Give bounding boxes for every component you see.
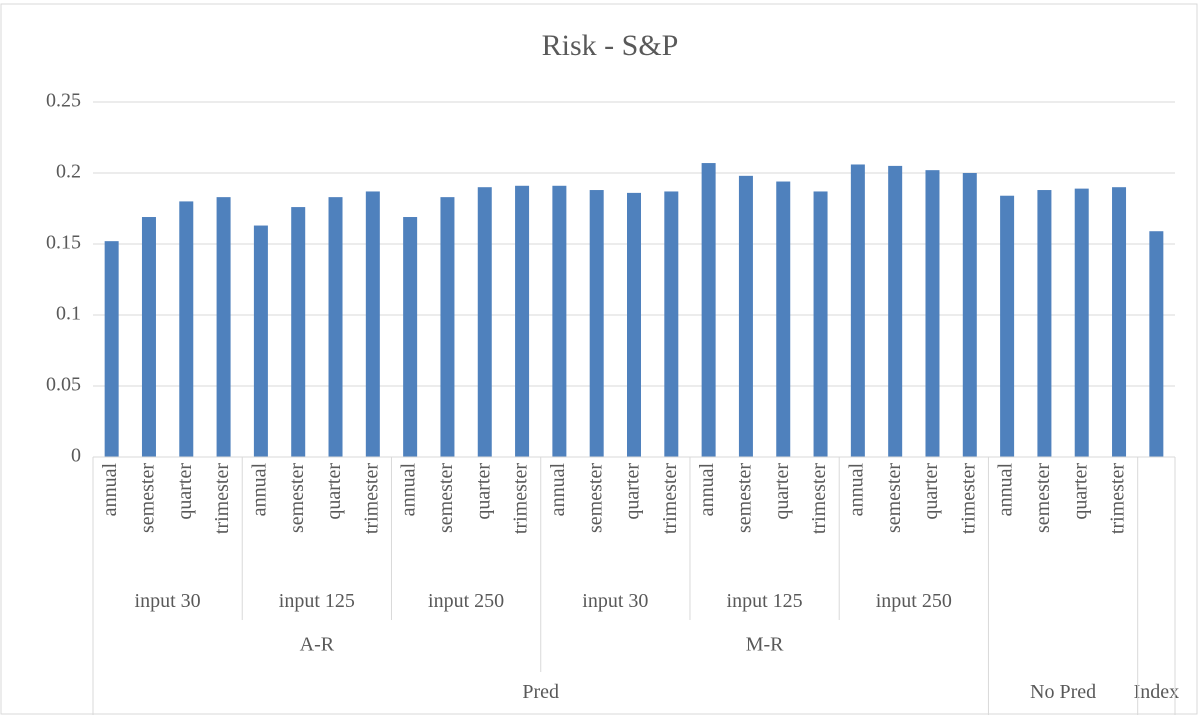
x-tick-label: annual [696,463,718,517]
bar [962,173,977,457]
x-tick-label: semester [286,463,308,533]
y-tick-label: 0.05 [46,374,81,396]
x-tick-label: trimester [360,463,382,534]
x-tick-label: quarter [771,463,793,520]
x-tick-label: trimester [957,463,979,534]
bar [589,190,604,458]
x-tick-label: quarter [1069,463,1091,520]
bar [365,191,380,457]
y-tick-label: 0.2 [56,161,81,183]
group-label: input 250 [428,590,504,612]
x-tick-label: annual [398,463,420,517]
group-label: Index [1134,681,1180,703]
x-tick-label: quarter [472,463,494,520]
x-tick-label: trimester [211,463,233,534]
x-tick-label: semester [734,463,756,533]
bar [1112,187,1127,457]
chart-border [0,3,1198,715]
bar [1037,190,1052,458]
x-tick-label: quarter [174,463,196,520]
bar [738,175,753,457]
bar [813,191,828,457]
x-tick-label: semester [435,463,457,533]
x-tick-label: semester [883,463,905,533]
x-tick-label: semester [584,463,606,533]
bar [104,241,119,457]
bar [1074,188,1089,457]
bar [515,185,530,457]
group-label: M-R [746,634,784,656]
group-label: input 250 [876,590,952,612]
group-label: Pred [522,681,559,703]
bar [1000,195,1015,457]
x-tick-label: trimester [510,463,532,534]
bar [216,197,231,457]
x-tick-label: trimester [808,463,830,534]
bar [440,197,455,457]
bar [141,217,156,457]
group-label: input 30 [582,590,648,612]
x-tick-label: annual [845,463,867,517]
y-tick-label: 0.25 [46,90,81,112]
group-label: input 30 [135,590,201,612]
bar [179,201,194,457]
group-label: A-R [300,634,335,656]
x-tick-label: semester [1032,463,1054,533]
x-tick-label: annual [248,463,270,517]
y-tick-label: 0.15 [46,232,81,254]
x-tick-label: quarter [920,463,942,520]
group-label: input 125 [279,590,355,612]
y-tick-label: 0.1 [56,303,81,325]
bar [925,170,940,457]
bar [664,191,679,457]
group-label: input 125 [727,590,803,612]
x-tick-label: semester [137,463,159,533]
x-tick-label: annual [995,463,1017,517]
bar [850,164,865,458]
chart-title: Risk - S&P [542,29,679,62]
bar [477,187,492,457]
x-tick-label: annual [99,463,121,517]
x-tick-label: trimester [1107,463,1129,534]
bar [552,185,567,457]
bar [627,192,641,457]
group-label: No Pred [1030,681,1096,703]
bar [253,225,268,457]
bar [701,163,716,457]
x-tick-label: quarter [622,463,644,520]
bar [291,207,306,457]
bar [776,181,791,457]
y-tick-label: 0 [71,445,81,467]
x-tick-label: annual [547,463,569,517]
bar [1149,231,1164,457]
x-tick-label: trimester [659,463,681,534]
bar [888,165,903,457]
bar [403,217,418,457]
bar [328,197,343,457]
x-tick-label: quarter [323,463,345,520]
